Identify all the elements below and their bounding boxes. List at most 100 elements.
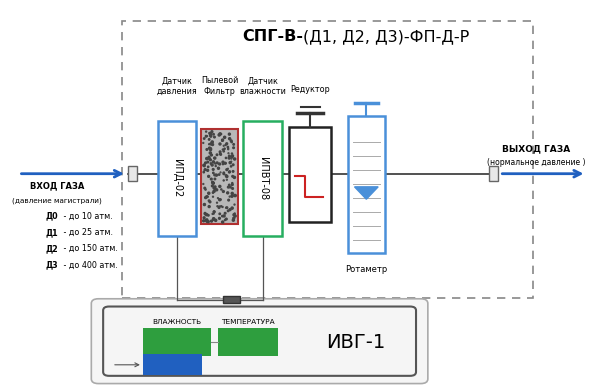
Point — [230, 213, 240, 219]
Point — [223, 208, 233, 214]
Point — [222, 167, 232, 173]
Point — [200, 167, 209, 173]
Point — [209, 170, 218, 176]
Point — [218, 204, 227, 210]
Point — [199, 215, 209, 221]
Text: ДАВЛЕНИЕ: ДАВЛЕНИЕ — [152, 346, 193, 352]
Point — [223, 145, 233, 151]
Point — [224, 169, 234, 175]
Text: (давление магистрали): (давление магистрали) — [12, 198, 102, 204]
Point — [203, 212, 213, 218]
Point — [213, 195, 223, 201]
Point — [225, 193, 235, 200]
Point — [204, 198, 214, 204]
Text: ТЕМПЕРАТУРА: ТЕМПЕРАТУРА — [221, 319, 275, 326]
Point — [226, 158, 236, 165]
Point — [229, 174, 239, 181]
Point — [222, 204, 232, 211]
Point — [223, 146, 233, 152]
Point — [205, 204, 214, 210]
Point — [225, 136, 235, 142]
Point — [202, 216, 212, 223]
Point — [203, 155, 212, 161]
Point — [227, 181, 237, 188]
Bar — [223, 296, 241, 303]
Point — [199, 181, 208, 187]
Point — [204, 154, 214, 160]
Point — [230, 156, 239, 162]
Point — [215, 183, 224, 190]
Point — [214, 172, 224, 178]
Point — [203, 159, 212, 165]
Point — [212, 172, 221, 178]
Point — [222, 173, 232, 179]
Point — [220, 210, 230, 216]
Bar — [348, 115, 385, 253]
Bar — [128, 167, 137, 181]
Point — [199, 162, 209, 168]
Point — [211, 163, 221, 169]
Point — [201, 160, 211, 166]
Point — [215, 151, 225, 157]
Text: (Д1, Д2, Д3)-ФП-Д-Р: (Д1, Д2, Д3)-ФП-Д-Р — [303, 29, 469, 44]
Point — [207, 129, 217, 135]
Point — [217, 186, 226, 193]
Point — [208, 193, 218, 200]
Point — [210, 172, 220, 178]
Point — [205, 199, 215, 205]
Point — [224, 150, 233, 156]
Point — [226, 184, 235, 190]
Point — [212, 203, 222, 209]
Point — [202, 217, 211, 223]
Point — [223, 166, 233, 172]
FancyBboxPatch shape — [103, 307, 416, 376]
Point — [229, 212, 239, 218]
Point — [223, 144, 233, 150]
Point — [229, 141, 238, 147]
Bar — [489, 167, 498, 181]
Point — [199, 135, 209, 142]
Bar — [143, 328, 211, 356]
Point — [228, 173, 238, 179]
FancyBboxPatch shape — [91, 299, 428, 384]
Point — [226, 163, 236, 170]
Point — [206, 145, 216, 152]
Point — [218, 137, 227, 143]
Point — [210, 184, 220, 190]
Point — [227, 185, 237, 191]
Point — [221, 205, 231, 211]
Text: ВЛАЖНОСТЬ: ВЛАЖНОСТЬ — [152, 319, 202, 326]
Point — [216, 151, 226, 158]
Point — [214, 204, 224, 211]
Point — [205, 141, 214, 147]
Text: (нормальное давление ): (нормальное давление ) — [487, 158, 586, 167]
Point — [206, 176, 216, 182]
Text: Д3: Д3 — [45, 261, 58, 269]
Point — [202, 133, 212, 139]
Point — [208, 211, 217, 217]
Text: Датчик
влажности: Датчик влажности — [239, 76, 286, 96]
Point — [215, 161, 224, 167]
Point — [208, 179, 218, 186]
Text: ИПД-02: ИПД-02 — [172, 160, 182, 198]
Point — [208, 183, 217, 189]
Point — [215, 141, 225, 147]
Text: - до 25 атм.: - до 25 атм. — [61, 228, 113, 237]
Text: Д2: Д2 — [45, 244, 58, 253]
Point — [211, 160, 220, 167]
Point — [204, 190, 214, 196]
Text: - до 150 атм.: - до 150 атм. — [61, 244, 118, 253]
Bar — [201, 129, 238, 224]
Point — [222, 177, 232, 183]
Point — [230, 174, 239, 181]
Point — [208, 180, 218, 186]
Point — [216, 197, 226, 203]
Point — [203, 167, 212, 174]
Point — [218, 161, 228, 167]
Point — [209, 185, 218, 191]
Point — [211, 217, 220, 223]
Text: Датчик
давления: Датчик давления — [157, 76, 197, 96]
Point — [219, 213, 229, 219]
Point — [219, 143, 229, 149]
Point — [199, 169, 209, 175]
